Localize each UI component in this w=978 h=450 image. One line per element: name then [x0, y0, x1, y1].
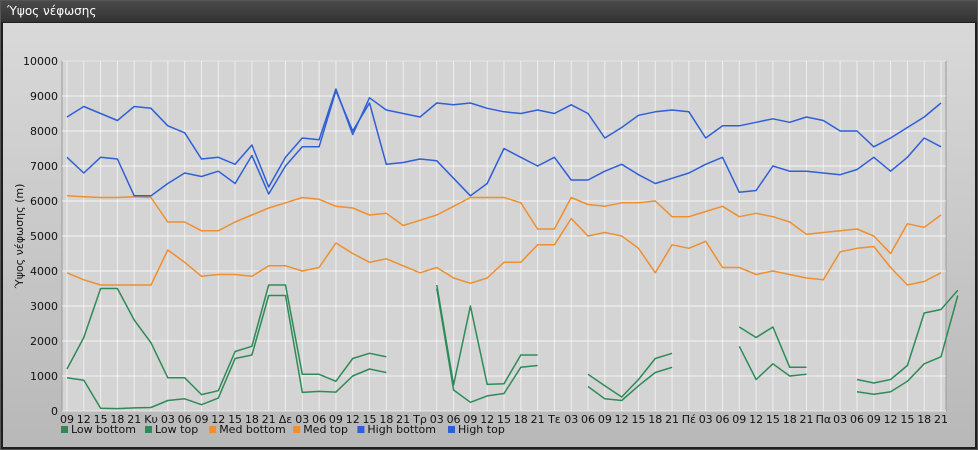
- x-tick-label: 15: [497, 413, 511, 426]
- x-tick-label: 06: [581, 413, 595, 426]
- x-tick-label: 06: [716, 413, 730, 426]
- legend-swatch: [145, 426, 152, 433]
- x-tick-label: 03: [564, 413, 578, 426]
- series-line-high-bottom: [66, 90, 942, 197]
- x-tick-label: 09: [867, 413, 881, 426]
- x-tick-label: 15: [766, 413, 780, 426]
- x-tick-label: 15: [900, 413, 914, 426]
- x-tick-label: 09: [463, 413, 477, 426]
- x-tick-label: 09: [329, 413, 343, 426]
- legend-swatch: [448, 426, 455, 433]
- x-tick-label: 18: [514, 413, 528, 426]
- x-tick-label: 09: [598, 413, 612, 426]
- legend-label: High bottom: [367, 423, 436, 436]
- x-tick-label: 18: [245, 413, 259, 426]
- window-title: Ύψος νέφωσης: [1, 1, 977, 22]
- y-tick-label: 2000: [30, 335, 58, 348]
- y-tick-label: 5000: [30, 230, 58, 243]
- legend-swatch: [209, 426, 217, 433]
- x-tick-label: 09: [60, 413, 74, 426]
- x-tick-label: 15: [94, 413, 108, 426]
- x-tick-label: 21: [800, 413, 814, 426]
- legend-swatch: [293, 426, 301, 433]
- x-tick-label: 15: [363, 413, 377, 426]
- x-tick-label: 12: [211, 413, 225, 426]
- y-tick-label: 10000: [23, 55, 58, 68]
- x-tick-label: 21: [127, 413, 141, 426]
- x-tick-label: 03: [699, 413, 713, 426]
- x-tick-label: 09: [194, 413, 208, 426]
- x-tick-label: 12: [749, 413, 763, 426]
- legend-label: Med bottom: [219, 423, 286, 436]
- x-tick-label: 21: [531, 413, 545, 426]
- x-tick-label: 15: [631, 413, 645, 426]
- cloud-height-chart: 0 1000 2000 3000 4000 5000 6000 7000 8000 9000 100…: [13, 55, 959, 436]
- x-tick-label: 21: [934, 413, 948, 426]
- y-tick-label: 3000: [30, 300, 58, 313]
- y-tick-label: 9000: [30, 90, 58, 103]
- y-tick-label: 8000: [30, 125, 58, 138]
- y-tick-label: 7000: [30, 160, 58, 173]
- x-tick-label: 18: [110, 413, 124, 426]
- series-line-low-bottom: [66, 288, 959, 410]
- legend-label: High top: [458, 423, 505, 436]
- legend-label: Low top: [155, 423, 198, 436]
- x-tick-label: Δε: [279, 413, 293, 426]
- x-tick-label: 12: [77, 413, 91, 426]
- chart-panel: 0 1000 2000 3000 4000 5000 6000 7000 8000 9000 100…: [3, 23, 975, 447]
- x-tick-label: Πέ: [682, 413, 696, 426]
- x-tick-label: 03: [295, 413, 309, 426]
- x-tick-label: Τε: [547, 413, 561, 426]
- series-line-med-bottom: [66, 217, 942, 286]
- x-tick-label: 21: [665, 413, 679, 426]
- legend-swatch: [61, 426, 68, 433]
- x-tick-label: 12: [480, 413, 494, 426]
- x-tick-label: 06: [447, 413, 461, 426]
- x-tick-label: Τρ: [412, 413, 427, 426]
- y-tick-label: 4000: [30, 265, 58, 278]
- x-tick-label: 06: [312, 413, 326, 426]
- x-tick-label: 18: [917, 413, 931, 426]
- x-tick-label: Κυ: [144, 413, 158, 426]
- x-tick-label: 03: [161, 413, 175, 426]
- x-tick-label: 03: [833, 413, 847, 426]
- x-tick-label: 21: [396, 413, 410, 426]
- y-tick-label: 1000: [30, 370, 58, 383]
- y-tick-label: 6000: [30, 195, 58, 208]
- x-tick-label: 18: [379, 413, 393, 426]
- series-line-high-top: [66, 88, 942, 188]
- x-tick-label: 12: [615, 413, 629, 426]
- x-tick-label: Πα: [816, 413, 832, 426]
- x-tick-label: 03: [430, 413, 444, 426]
- legend-label: Low bottom: [71, 423, 136, 436]
- y-tick-label: 0: [51, 405, 58, 418]
- series-line-med-top: [66, 195, 942, 255]
- x-tick-label: 18: [783, 413, 797, 426]
- y-axis-label: Ύψος νέφωσης (m): [13, 184, 26, 290]
- x-tick-label: 12: [884, 413, 898, 426]
- x-tick-label: 09: [732, 413, 746, 426]
- x-tick-label: 18: [648, 413, 662, 426]
- x-tick-label: 06: [178, 413, 192, 426]
- x-tick-label: 06: [850, 413, 864, 426]
- legend-label: Med top: [303, 423, 348, 436]
- x-tick-label: 15: [228, 413, 242, 426]
- x-tick-label: 12: [346, 413, 360, 426]
- legend-swatch: [357, 426, 365, 433]
- series-line-low-top: [66, 284, 959, 398]
- x-tick-label: 21: [262, 413, 276, 426]
